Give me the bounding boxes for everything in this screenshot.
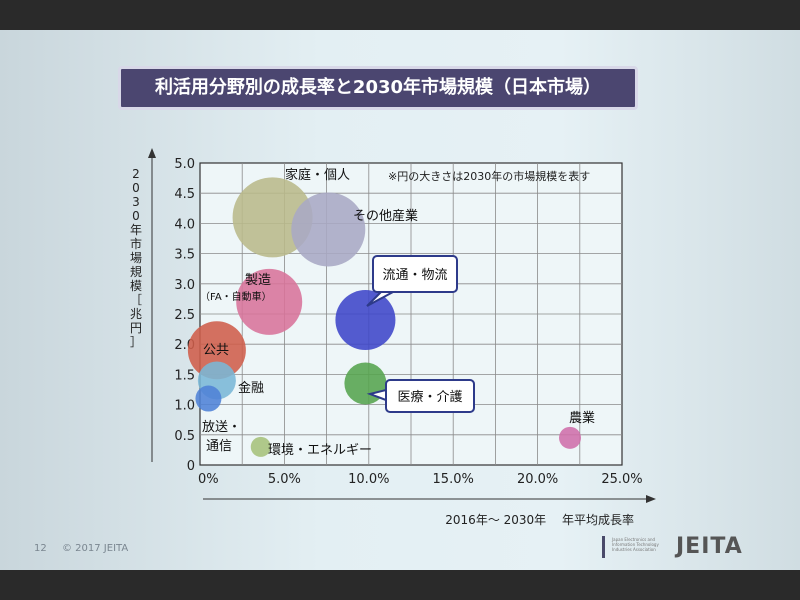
y-axis-label-char: 0	[132, 209, 140, 223]
bubble	[559, 426, 581, 449]
x-tick-label: 10.0%	[348, 472, 389, 487]
y-axis-label-char: 2	[132, 167, 140, 181]
x-tick-label: 20.0%	[517, 472, 558, 487]
bubble	[250, 436, 271, 457]
x-tick-label: 25.0%	[601, 472, 642, 487]
bubble-sublabel: （FA・自動車）	[200, 290, 272, 303]
y-axis-arrowhead	[148, 148, 156, 158]
y-axis-label-char: 模	[130, 279, 142, 293]
y-tick-label: 3.0	[174, 278, 195, 293]
bubble-label: その他産業	[353, 208, 418, 224]
bubble-label: 農業	[569, 410, 595, 426]
bubble	[291, 192, 366, 267]
bubble	[195, 385, 222, 412]
bubble-label: 製造	[245, 273, 271, 288]
chart-note: ※円の大きさは2030年の市場規模を表す	[388, 169, 590, 183]
bubble-label: 通信	[206, 439, 232, 454]
y-axis-label-char: 円	[130, 321, 142, 335]
y-axis-label-char: 3	[132, 195, 140, 209]
x-tick-label: 15.0%	[433, 472, 474, 487]
page-number: 12	[34, 543, 47, 554]
bubble-label: 医療・介護	[397, 389, 462, 405]
y-tick-label: 2.5	[174, 308, 195, 323]
bubble	[236, 268, 303, 335]
bubble-label: 家庭・個人	[285, 167, 350, 183]
y-tick-label: 4.5	[174, 187, 195, 202]
x-axis-label: 2016年～ 2030年 年平均成長率	[445, 512, 634, 527]
x-tick-label: 5.0%	[268, 472, 301, 487]
y-tick-label: 4.0	[174, 217, 195, 232]
copyright-text: © 2017 JEITA	[62, 543, 129, 554]
y-axis-label: 2 0 3 0 年市場規模［兆円］	[130, 167, 142, 349]
bubble-label: 環境・エネルギー	[268, 443, 372, 458]
bubble-callout-box	[372, 255, 458, 293]
y-axis-label-char: 市	[130, 236, 142, 251]
bubble	[187, 321, 246, 380]
bubble-callout-pointer	[366, 388, 387, 402]
bubble-label: 金融	[238, 380, 264, 396]
y-tick-label: 1.0	[174, 399, 195, 414]
y-tick-label: 3.5	[174, 248, 195, 263]
y-axis-label-char: 年	[130, 223, 142, 237]
jeita-logo-icon	[602, 536, 605, 558]
y-tick-label: 0	[187, 459, 195, 474]
slide-title: 利活用分野別の成長率と2030年市場規模（日本市場）	[118, 66, 638, 110]
y-tick-label: 1.5	[174, 368, 195, 383]
y-axis-label-char: 0	[132, 181, 140, 195]
bubble	[335, 290, 396, 351]
bubble-label: 公共	[203, 343, 229, 358]
y-axis-label-char: ］	[130, 335, 142, 349]
bubble-label: 放送・	[202, 420, 241, 435]
x-tick-label: 0%	[198, 472, 219, 487]
y-axis-label-char: 規	[130, 264, 142, 279]
y-tick-label: 0.5	[174, 429, 195, 444]
y-axis-label-char: 場	[130, 251, 142, 265]
x-axis-arrowhead	[646, 495, 656, 503]
y-tick-label: 5.0	[174, 157, 195, 172]
jeita-logo-subtext: Japan Electronics and Information Techno…	[612, 537, 659, 552]
y-axis-label-char: 兆	[130, 307, 142, 321]
y-axis-label-char: ［	[130, 293, 142, 307]
bubble-callout-pointer	[366, 291, 394, 307]
bubble-label: 流通・物流	[382, 268, 447, 283]
jeita-logo-text: JEITA	[676, 534, 743, 559]
